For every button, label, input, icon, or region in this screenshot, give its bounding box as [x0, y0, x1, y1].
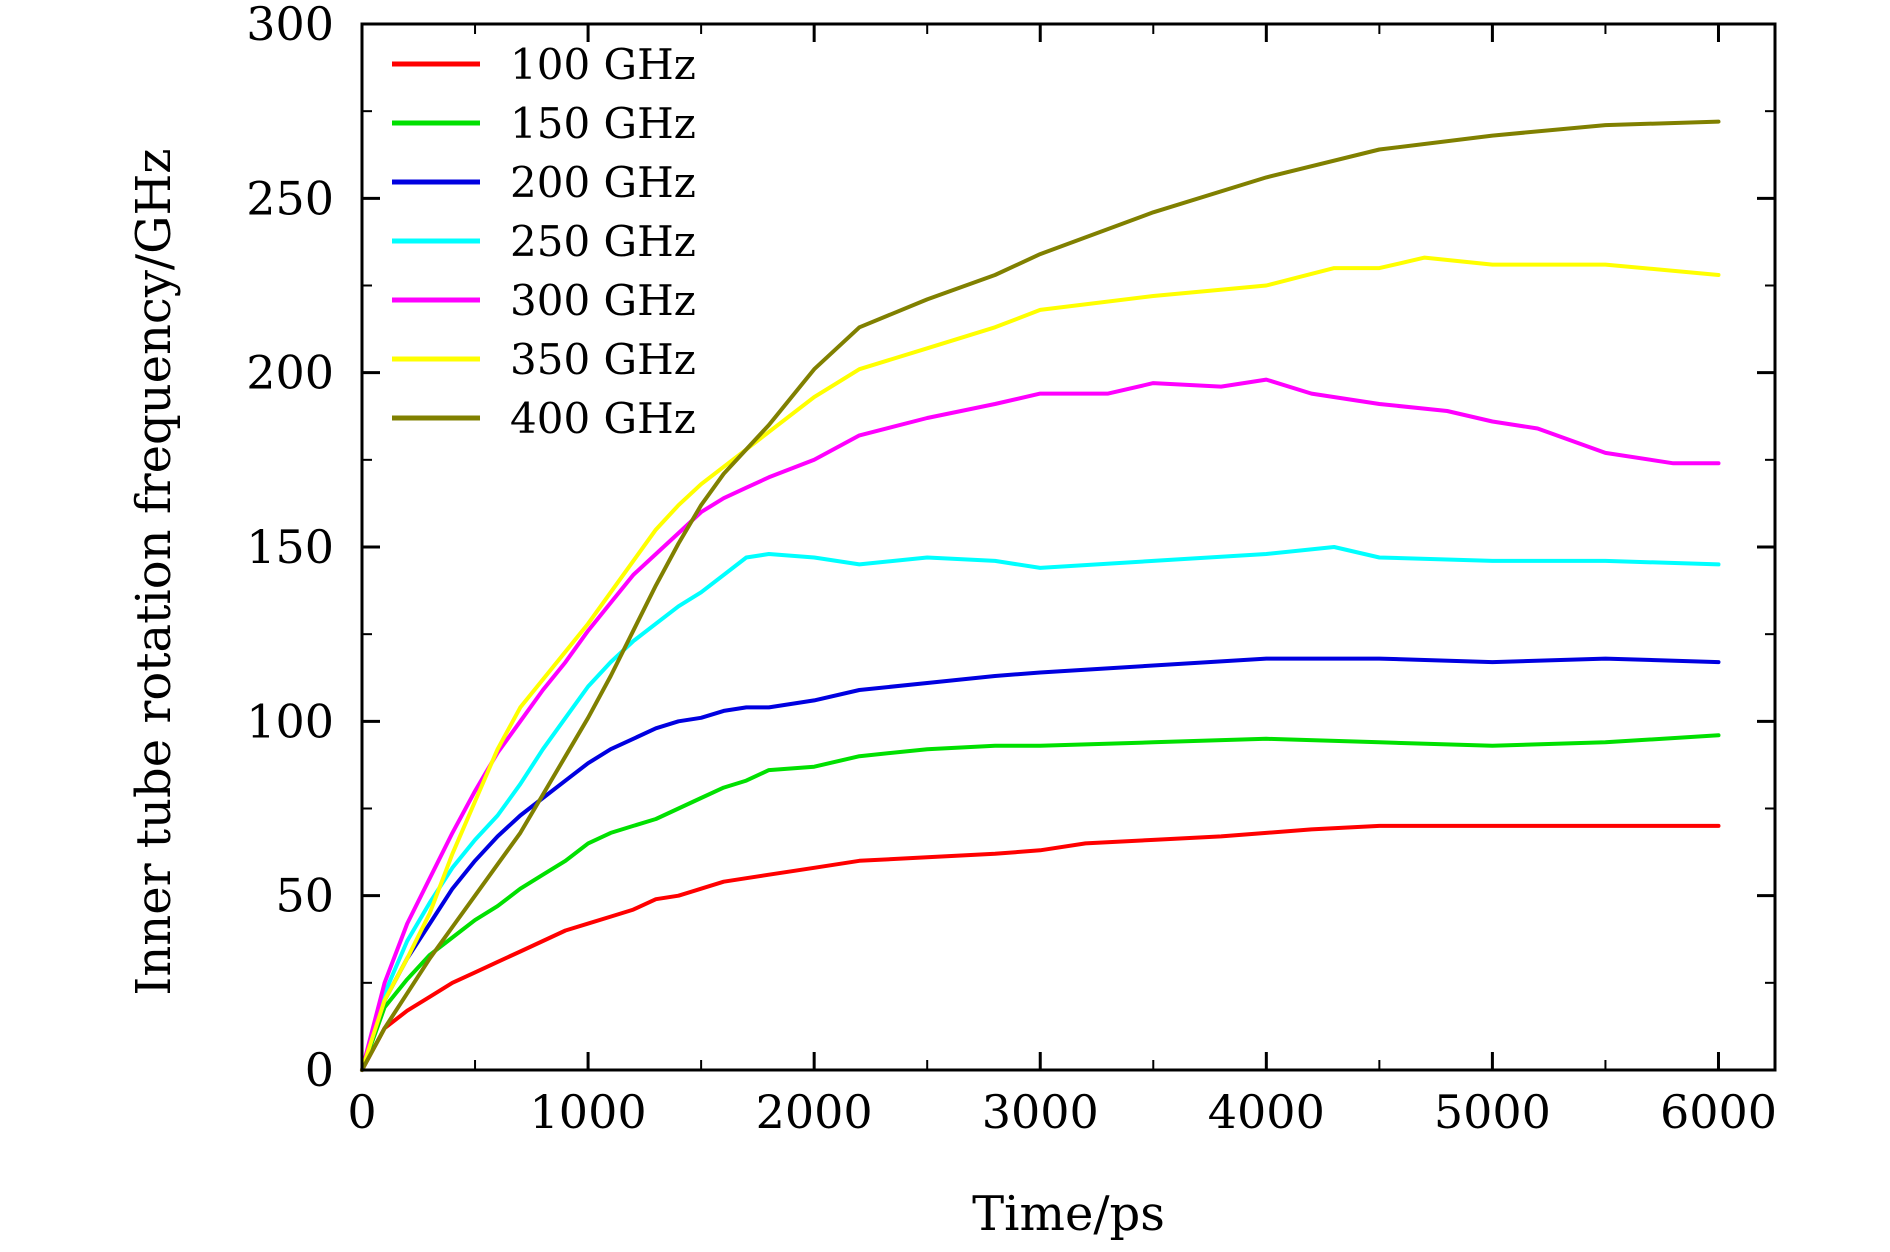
- y-tick-label: 300: [246, 0, 334, 51]
- legend-label: 400 GHz: [510, 394, 696, 443]
- y-tick-label: 0: [305, 1043, 334, 1097]
- legend-label: 200 GHz: [510, 158, 696, 207]
- x-axis-title: Time/ps: [972, 1186, 1165, 1242]
- x-tick-label: 3000: [982, 1085, 1099, 1139]
- legend-label: 100 GHz: [510, 40, 696, 89]
- ticks-layer: [360, 22, 1775, 1072]
- x-tick-label: 2000: [756, 1085, 873, 1139]
- series-line-250-ghz: [360, 545, 1721, 1072]
- legend-label: 350 GHz: [510, 335, 696, 384]
- series-line-300-ghz: [360, 377, 1721, 1072]
- x-tick-label: 1000: [530, 1085, 647, 1139]
- legend: 100 GHz 150 GHz 200 GHz 250 GHz 300 GHz 350 G…: [392, 40, 696, 443]
- y-tick-label: 100: [246, 694, 334, 748]
- series-layer: [360, 119, 1721, 1072]
- legend-label: 150 GHz: [510, 99, 696, 148]
- x-tick-label: 0: [347, 1085, 376, 1139]
- y-tick-label: 150: [246, 520, 334, 574]
- y-tick-label: 50: [275, 869, 334, 923]
- series-line-350-ghz: [360, 255, 1721, 1072]
- series-line-400-ghz: [360, 119, 1721, 1072]
- x-tick-label: 6000: [1660, 1085, 1777, 1139]
- x-tick-label: 4000: [1208, 1085, 1325, 1139]
- series-line-100-ghz: [360, 823, 1721, 1072]
- series-line-200-ghz: [360, 656, 1721, 1072]
- series-line-150-ghz: [360, 733, 1721, 1072]
- legend-label: 300 GHz: [510, 276, 696, 325]
- x-tick-label: 5000: [1434, 1085, 1551, 1139]
- y-axis-title: Inner tube rotation frequency/GHz: [126, 148, 182, 995]
- y-tick-label: 200: [246, 346, 334, 400]
- legend-label: 250 GHz: [510, 217, 696, 266]
- y-tick-label: 250: [246, 171, 334, 225]
- tick-labels-layer: 0 1000 2000 3000 4000 5000 6000 0 50 100 150 200 250…: [246, 0, 1777, 1139]
